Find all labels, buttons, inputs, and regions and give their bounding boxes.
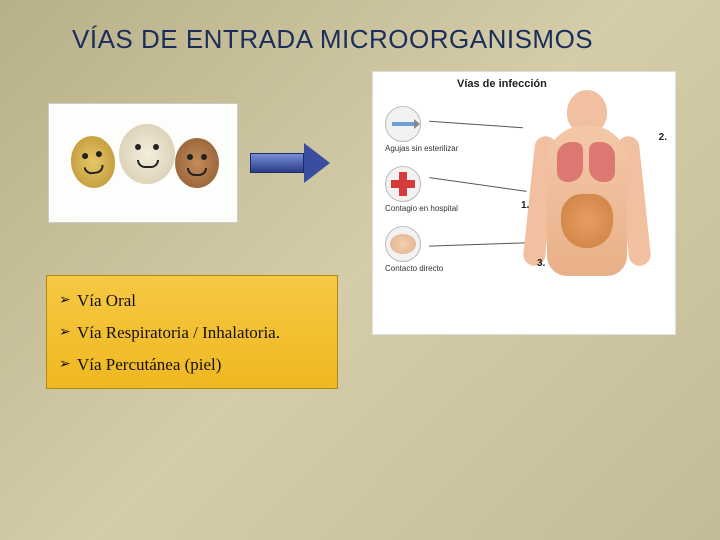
microbe-brown-icon <box>175 138 219 188</box>
human-body-icon <box>517 86 657 326</box>
marker-1: 1. <box>521 200 529 211</box>
slide-content: Vías de infección Agujas sin esterilizar… <box>0 55 720 535</box>
microbe-yellow-icon <box>68 133 119 191</box>
list-item: Vía Percutánea (piel) <box>59 355 325 375</box>
connector-line <box>429 177 526 192</box>
connector-line <box>429 242 525 246</box>
marker-3: 3. <box>537 258 545 269</box>
list-item: Vía Respiratoria / Inhalatoria. <box>59 323 325 343</box>
microbe-white-icon <box>119 124 175 184</box>
connector-line <box>429 121 523 129</box>
needle-icon: Agujas sin esterilizar <box>385 106 429 142</box>
hands-contact-icon: Contacto directo <box>385 226 429 262</box>
slide-title: VÍAS DE ENTRADA MICROORGANISMOS <box>0 0 720 55</box>
hospital-label: Contagio en hospital <box>385 204 475 213</box>
contact-label: Contacto directo <box>385 264 475 273</box>
infection-routes-diagram: Vías de infección Agujas sin esterilizar… <box>372 71 676 335</box>
marker-2: 2. <box>659 132 667 143</box>
list-item: Vía Oral <box>59 291 325 311</box>
microorganisms-illustration <box>48 103 238 223</box>
needle-label: Agujas sin esterilizar <box>385 144 475 153</box>
entry-routes-list: Vía Oral Vía Respiratoria / Inhalatoria.… <box>46 275 338 389</box>
hospital-cross-icon: Contagio en hospital <box>385 166 429 202</box>
arrow-right-icon <box>250 143 334 183</box>
